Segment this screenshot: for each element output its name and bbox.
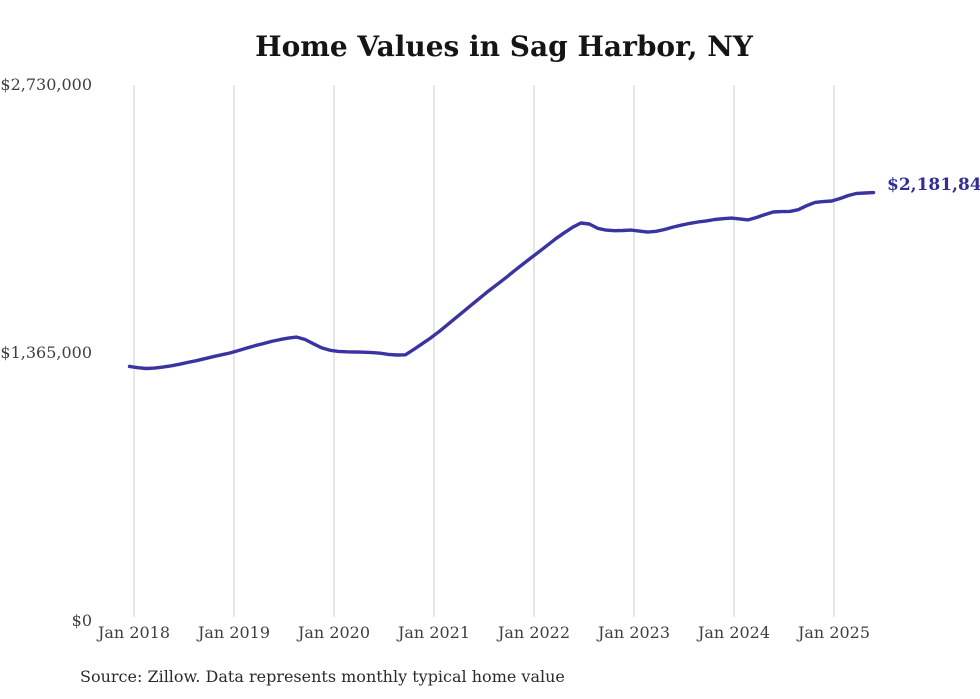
y-axis-label: $1,365,000	[0, 343, 92, 362]
y-axis-label: $2,730,000	[0, 75, 92, 94]
source-note: Source: Zillow. Data represents monthly …	[80, 667, 565, 686]
x-axis-label: Jan 2025	[797, 623, 871, 642]
chart-title: Home Values in Sag Harbor, NY	[255, 30, 753, 63]
x-axis-label: Jan 2023	[597, 623, 671, 642]
x-axis-label: Jan 2024	[697, 623, 771, 642]
x-axis-label: Jan 2021	[397, 623, 471, 642]
latest-value-label: $2,181,84	[887, 175, 980, 195]
x-axis-label: Jan 2019	[197, 623, 271, 642]
x-axis-label: Jan 2022	[497, 623, 571, 642]
x-axis-label: Jan 2018	[97, 623, 171, 642]
y-axis-label: $0	[71, 611, 92, 630]
x-axis-label: Jan 2020	[297, 623, 371, 642]
value-line	[127, 190, 876, 371]
